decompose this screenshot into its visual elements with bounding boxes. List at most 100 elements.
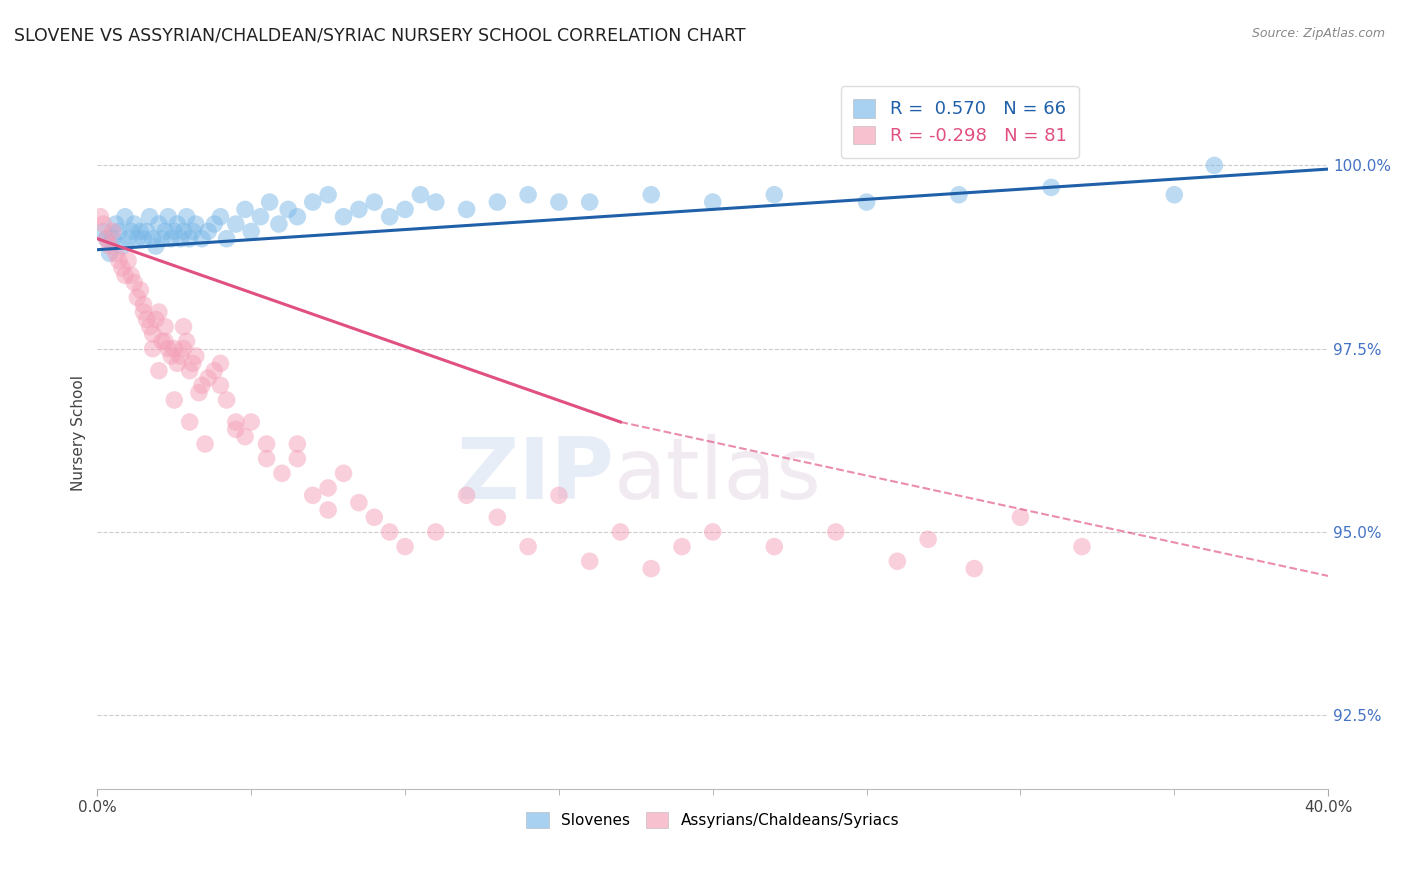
Point [267, 217, 290, 231]
Y-axis label: Nursery School: Nursery School [72, 375, 86, 491]
Point [120, 268, 142, 283]
Point [179, 415, 201, 429]
Text: Source: ZipAtlas.com: Source: ZipAtlas.com [1251, 27, 1385, 40]
Point [1204, 158, 1226, 172]
Point [917, 533, 939, 547]
Point [209, 356, 232, 370]
Point [225, 217, 247, 231]
Legend: Slovenes, Assyrians/Chaldeans/Syriacs: Slovenes, Assyrians/Chaldeans/Syriacs [520, 806, 905, 834]
Point [153, 224, 176, 238]
Point [456, 202, 478, 217]
Point [194, 437, 217, 451]
Point [486, 195, 509, 210]
Point [425, 524, 447, 539]
Point [191, 232, 214, 246]
Point [127, 232, 149, 246]
Point [256, 451, 278, 466]
Point [108, 253, 131, 268]
Point [240, 415, 263, 429]
Point [101, 232, 124, 246]
Point [114, 268, 136, 283]
Point [148, 217, 170, 231]
Point [98, 239, 121, 253]
Point [640, 187, 662, 202]
Point [166, 356, 188, 370]
Point [1071, 540, 1094, 554]
Point [173, 224, 195, 238]
Point [160, 349, 183, 363]
Point [148, 305, 170, 319]
Point [363, 195, 385, 210]
Point [197, 371, 219, 385]
Point [176, 334, 198, 349]
Point [578, 195, 600, 210]
Point [191, 378, 214, 392]
Point [163, 392, 186, 407]
Point [160, 232, 183, 246]
Point [948, 187, 970, 202]
Point [135, 224, 157, 238]
Point [215, 232, 238, 246]
Point [1010, 510, 1032, 524]
Point [316, 187, 339, 202]
Point [259, 195, 281, 210]
Point [173, 319, 195, 334]
Point [153, 319, 176, 334]
Point [301, 195, 323, 210]
Point [378, 210, 401, 224]
Point [157, 210, 180, 224]
Point [347, 202, 370, 217]
Point [150, 334, 173, 349]
Point [98, 246, 121, 260]
Point [132, 232, 155, 246]
Point [142, 232, 165, 246]
Point [169, 232, 191, 246]
Point [702, 524, 724, 539]
Point [548, 195, 571, 210]
Point [640, 561, 662, 575]
Point [163, 224, 186, 238]
Point [129, 283, 152, 297]
Point [855, 195, 877, 210]
Point [409, 187, 432, 202]
Text: ZIP: ZIP [457, 434, 614, 517]
Point [332, 210, 354, 224]
Point [240, 224, 263, 238]
Point [173, 342, 195, 356]
Point [285, 437, 308, 451]
Point [169, 349, 191, 363]
Point [578, 554, 600, 568]
Point [609, 524, 631, 539]
Point [179, 364, 201, 378]
Point [132, 298, 155, 312]
Point [145, 239, 167, 253]
Point [96, 232, 118, 246]
Point [148, 364, 170, 378]
Text: SLOVENE VS ASSYRIAN/CHALDEAN/SYRIAC NURSERY SCHOOL CORRELATION CHART: SLOVENE VS ASSYRIAN/CHALDEAN/SYRIAC NURS… [14, 27, 745, 45]
Point [124, 276, 146, 290]
Point [138, 319, 160, 334]
Point [108, 224, 131, 238]
Point [117, 253, 139, 268]
Point [886, 554, 908, 568]
Point [425, 195, 447, 210]
Point [233, 430, 256, 444]
Point [209, 378, 232, 392]
Point [197, 224, 219, 238]
Point [187, 385, 209, 400]
Point [181, 356, 204, 370]
Point [671, 540, 693, 554]
Point [517, 540, 540, 554]
Point [285, 451, 308, 466]
Point [256, 437, 278, 451]
Text: atlas: atlas [614, 434, 823, 517]
Point [347, 495, 370, 509]
Point [129, 224, 152, 238]
Point [179, 232, 201, 246]
Point [225, 422, 247, 436]
Point [101, 224, 124, 238]
Point [209, 210, 232, 224]
Point [394, 540, 416, 554]
Point [111, 260, 134, 275]
Point [378, 524, 401, 539]
